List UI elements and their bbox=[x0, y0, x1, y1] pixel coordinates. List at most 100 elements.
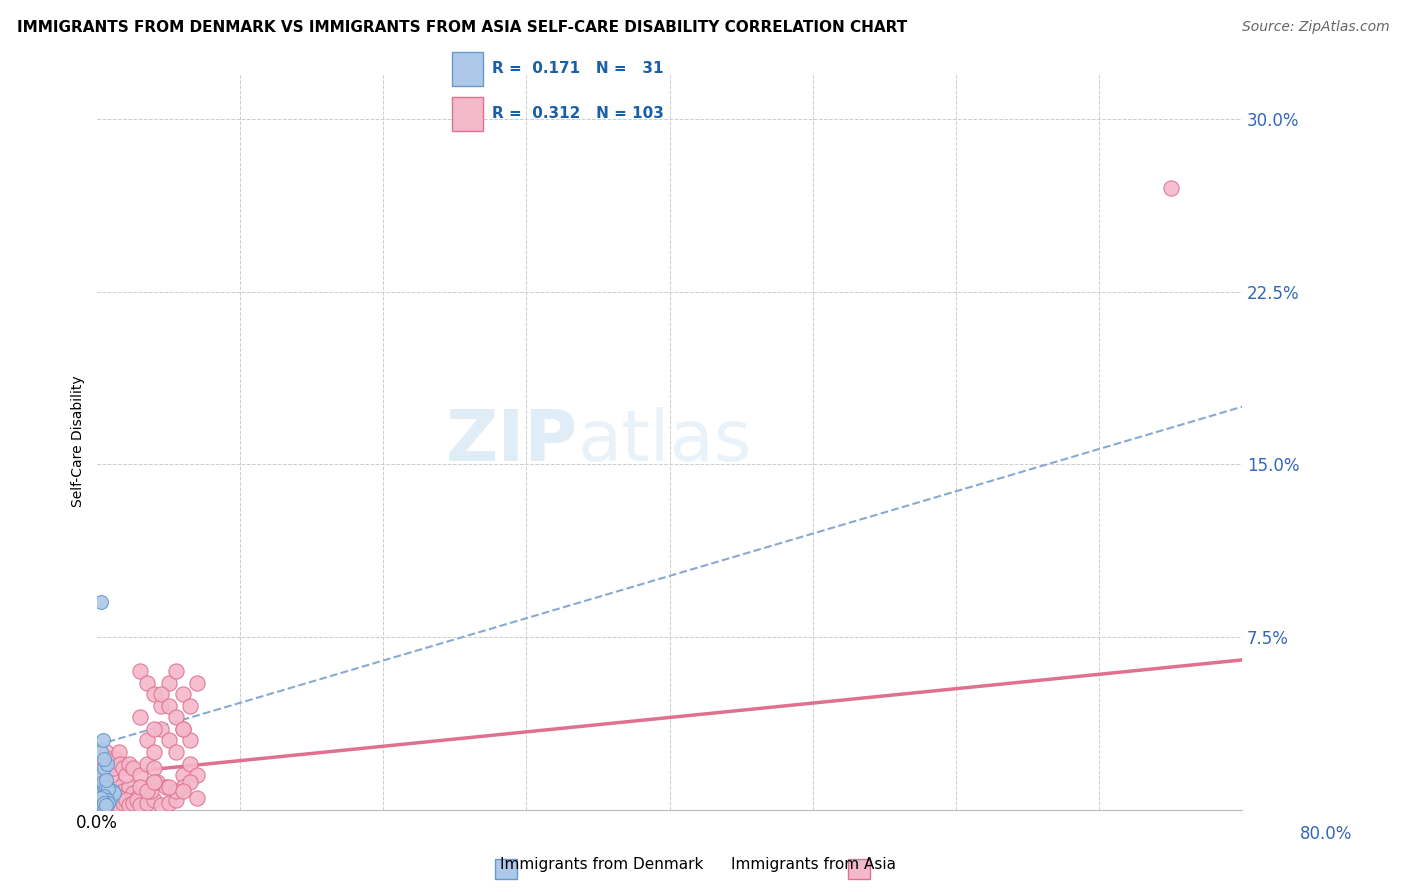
Point bbox=[105, 793, 128, 807]
Point bbox=[94, 791, 117, 805]
Point bbox=[91, 797, 114, 812]
Point bbox=[91, 775, 114, 789]
Point bbox=[150, 698, 173, 713]
Point bbox=[108, 791, 131, 805]
Point bbox=[155, 780, 177, 794]
Point bbox=[136, 784, 159, 798]
Point bbox=[97, 796, 120, 810]
Point bbox=[129, 780, 152, 794]
Point bbox=[107, 780, 129, 794]
Text: Source: ZipAtlas.com: Source: ZipAtlas.com bbox=[1241, 20, 1389, 34]
Point bbox=[90, 756, 112, 771]
Point bbox=[104, 796, 127, 810]
Point bbox=[93, 761, 115, 775]
Point bbox=[90, 768, 112, 782]
Point bbox=[157, 796, 180, 810]
Point bbox=[141, 784, 163, 798]
Point bbox=[91, 793, 114, 807]
Point bbox=[157, 780, 180, 794]
Point bbox=[121, 796, 143, 810]
Point bbox=[89, 780, 111, 794]
FancyBboxPatch shape bbox=[453, 97, 484, 131]
Point bbox=[117, 797, 139, 812]
Point bbox=[94, 791, 117, 805]
Point bbox=[146, 775, 169, 789]
Point bbox=[165, 784, 187, 798]
Point bbox=[165, 710, 187, 724]
Point bbox=[96, 789, 118, 803]
Point bbox=[94, 780, 117, 794]
Point bbox=[101, 793, 124, 807]
Text: IMMIGRANTS FROM DENMARK VS IMMIGRANTS FROM ASIA SELF-CARE DISABILITY CORRELATION: IMMIGRANTS FROM DENMARK VS IMMIGRANTS FR… bbox=[17, 20, 907, 35]
Point bbox=[93, 768, 115, 782]
Point bbox=[90, 595, 112, 609]
Point bbox=[94, 745, 117, 759]
Point bbox=[165, 745, 187, 759]
Point bbox=[117, 756, 139, 771]
Point bbox=[143, 688, 166, 702]
Point bbox=[150, 688, 173, 702]
Point bbox=[90, 796, 112, 810]
Point bbox=[104, 781, 127, 796]
Point bbox=[111, 796, 134, 810]
Point bbox=[129, 710, 152, 724]
Point bbox=[100, 784, 122, 798]
Point bbox=[97, 780, 120, 794]
Point bbox=[100, 791, 122, 805]
Point bbox=[157, 733, 180, 747]
Point bbox=[105, 791, 128, 805]
Point bbox=[150, 722, 173, 736]
Point bbox=[186, 768, 208, 782]
Point bbox=[165, 665, 187, 679]
Point bbox=[172, 722, 194, 736]
Point bbox=[94, 772, 117, 787]
Point bbox=[97, 761, 120, 775]
Point bbox=[127, 793, 149, 807]
Point bbox=[96, 784, 118, 798]
Point bbox=[101, 756, 124, 771]
Point bbox=[117, 780, 139, 794]
Point bbox=[98, 786, 121, 800]
Point bbox=[91, 733, 114, 747]
Point bbox=[129, 768, 152, 782]
Point bbox=[172, 768, 194, 782]
Point bbox=[93, 775, 115, 789]
Point bbox=[136, 756, 159, 771]
Point bbox=[94, 796, 117, 810]
Text: R =  0.312   N = 103: R = 0.312 N = 103 bbox=[492, 106, 664, 121]
Point bbox=[111, 784, 134, 798]
Point bbox=[136, 733, 159, 747]
Point bbox=[98, 791, 121, 805]
Point bbox=[94, 797, 117, 812]
Text: R =  0.171   N =   31: R = 0.171 N = 31 bbox=[492, 62, 664, 77]
Text: Immigrants from Denmark: Immigrants from Denmark bbox=[499, 857, 703, 872]
Point bbox=[111, 761, 134, 775]
Text: atlas: atlas bbox=[578, 407, 752, 475]
Point bbox=[91, 761, 114, 775]
Point bbox=[121, 761, 143, 775]
Point bbox=[97, 793, 120, 807]
Point bbox=[136, 796, 159, 810]
Point bbox=[103, 797, 125, 812]
Point bbox=[103, 789, 125, 803]
Point bbox=[107, 797, 129, 812]
Point bbox=[91, 793, 114, 807]
Text: ZIP: ZIP bbox=[446, 407, 578, 475]
Point bbox=[129, 665, 152, 679]
Point bbox=[157, 698, 180, 713]
Point bbox=[172, 722, 194, 736]
Point bbox=[91, 789, 114, 803]
Point bbox=[114, 793, 136, 807]
Point bbox=[172, 784, 194, 798]
Point bbox=[179, 733, 201, 747]
Point bbox=[98, 797, 121, 812]
Point bbox=[90, 791, 112, 805]
Point bbox=[108, 756, 131, 771]
Point bbox=[101, 786, 124, 800]
Point bbox=[96, 796, 118, 810]
Point bbox=[90, 745, 112, 759]
Point bbox=[96, 756, 118, 771]
FancyBboxPatch shape bbox=[453, 52, 484, 86]
Point bbox=[104, 752, 127, 766]
Point bbox=[186, 791, 208, 805]
